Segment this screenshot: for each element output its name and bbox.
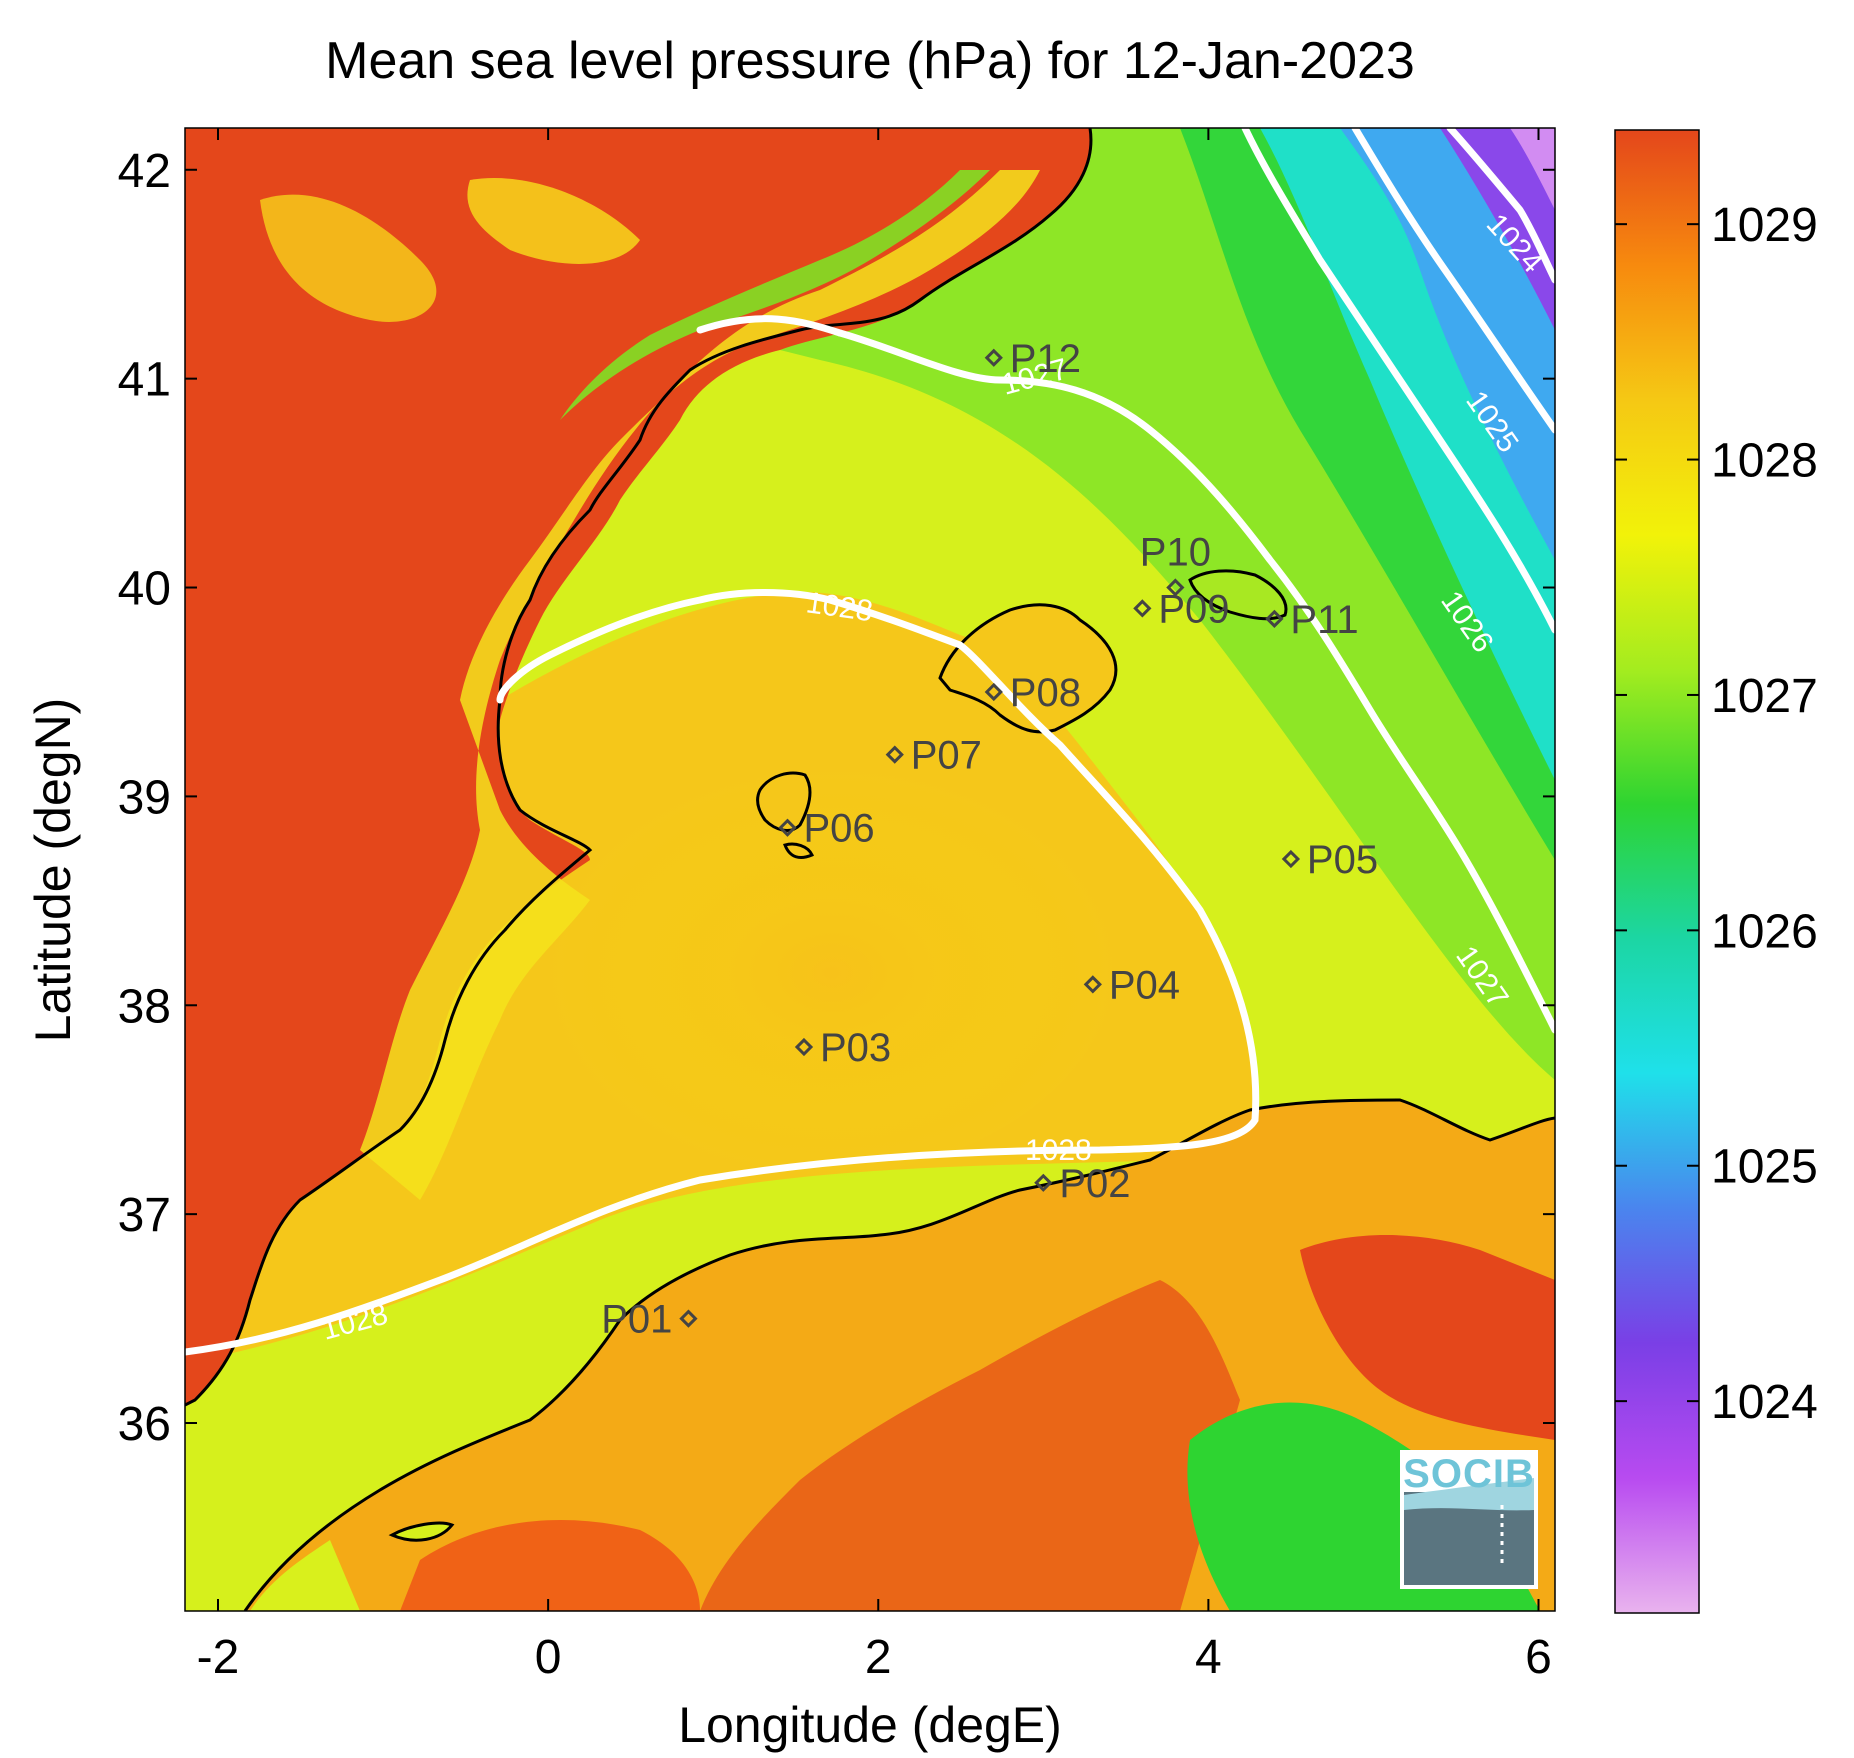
- colorbar-tick-label: 1027: [1711, 670, 1818, 723]
- station-markers: P01 P02 P03 P04 P05 P06 P07 P08 P09 P10 P11 P12: [601, 337, 1378, 1342]
- y-tick-label: 39: [118, 771, 171, 824]
- mallorca-island: [938, 603, 1118, 734]
- station-p07: P07: [885, 734, 982, 778]
- station-label: P12: [1010, 337, 1081, 381]
- contour-1027-north: [696, 315, 844, 337]
- station-p06: P06: [778, 807, 875, 851]
- logo-text: SOCIB: [1403, 1452, 1535, 1496]
- station-p09: P09: [1133, 587, 1230, 631]
- alboran-islet: [388, 1521, 455, 1542]
- blue-band: [1340, 128, 1555, 560]
- station-p04: P04: [1083, 963, 1180, 1007]
- x-tick-label: -2: [197, 1631, 240, 1684]
- map-plot-area: 1024 1025 1026 1027 1027 1027 1028 1028 …: [185, 128, 1555, 1611]
- x-tick-label: 6: [1525, 1631, 1552, 1684]
- station-label: P01: [601, 1298, 672, 1342]
- contour-1027-east: [836, 329, 1555, 1034]
- y-axis-title: Latitude (degN): [25, 698, 81, 1043]
- station-p11: P11: [1265, 598, 1359, 642]
- y-axis: 36 37 38 39 40 41 42: [118, 145, 1555, 1451]
- station-marker: [1083, 975, 1102, 994]
- contour-1024: [1446, 128, 1555, 284]
- station-marker: [984, 682, 1003, 702]
- x-axis-title: Longitude (degE): [678, 1697, 1062, 1753]
- purple-band: [1440, 128, 1555, 330]
- logo-wave: [1404, 1478, 1534, 1511]
- station-p01: P01: [601, 1298, 698, 1342]
- station-label: P04: [1109, 963, 1180, 1007]
- x-tick-label: 2: [865, 1631, 892, 1684]
- colorbar-scale: [1614, 129, 1700, 1614]
- station-marker: [1034, 1173, 1053, 1192]
- station-label: P07: [911, 734, 982, 778]
- iberia-green-fringe: [560, 170, 990, 420]
- station-label: P05: [1307, 838, 1378, 882]
- y-tick-label: 36: [118, 1398, 171, 1451]
- station-marker: [778, 818, 797, 837]
- formentera-island: [783, 842, 814, 859]
- station-label: P06: [803, 807, 874, 851]
- socib-logo: SOCIB: [1400, 1450, 1538, 1589]
- station-marker: [885, 745, 904, 764]
- station-p05: P05: [1281, 838, 1378, 882]
- plot-frame: [184, 127, 1556, 1612]
- colorbar-tick-label: 1026: [1711, 905, 1818, 958]
- contour-1026: [1241, 128, 1555, 634]
- colorbar-tick-label: 1024: [1711, 1376, 1818, 1429]
- colorbar-tick-label: 1029: [1711, 199, 1818, 252]
- y-tick-label: 40: [118, 563, 171, 616]
- colorbar-tick-label: 1025: [1711, 1141, 1818, 1194]
- station-marker: [1166, 578, 1185, 597]
- y-tick-label: 42: [118, 145, 171, 198]
- y-tick-label: 41: [118, 354, 171, 407]
- contour-1028: [185, 589, 1260, 1356]
- station-label: P10: [1140, 531, 1211, 575]
- station-label: P08: [1010, 671, 1081, 715]
- colorbar-tick-label: 1028: [1711, 435, 1818, 488]
- station-p02: P02: [1034, 1162, 1130, 1206]
- station-marker: [794, 1037, 814, 1057]
- africa-red-patch: [700, 1280, 1240, 1611]
- station-label: P11: [1290, 598, 1358, 642]
- contour-lines: [185, 128, 1555, 1356]
- station-p10: P10: [1140, 531, 1211, 597]
- africa-coastline: [243, 1098, 1555, 1611]
- sea-core-glow: [480, 720, 1120, 1180]
- station-p03: P03: [794, 1026, 891, 1070]
- x-axis: -2 0 2 4 6: [197, 128, 1552, 1684]
- station-marker: [1265, 609, 1284, 628]
- y-tick-label: 38: [118, 980, 171, 1033]
- station-marker: [1133, 599, 1152, 618]
- station-label: P03: [820, 1026, 891, 1070]
- station-marker: [984, 348, 1003, 367]
- ibiza-island: [756, 771, 812, 832]
- station-p12: P12: [984, 337, 1081, 381]
- colorbar: 1024 1025 1026 1027 1028 1029: [1614, 129, 1818, 1614]
- figure-title: Mean sea level pressure (hPa) for 12-Jan…: [325, 32, 1415, 90]
- station-label: P02: [1059, 1162, 1130, 1206]
- x-tick-label: 0: [535, 1631, 562, 1684]
- station-marker: [679, 1309, 698, 1328]
- station-marker: [1281, 849, 1301, 869]
- contour-label-1028-south: 1028: [1025, 1134, 1092, 1167]
- station-label: P09: [1158, 587, 1229, 631]
- africa-east-red: [1300, 1235, 1555, 1440]
- menorca-island: [1188, 569, 1288, 621]
- iberia-coast-fringe: [360, 170, 1040, 1200]
- contour-1025: [1351, 128, 1555, 434]
- y-tick-label: 37: [118, 1189, 171, 1242]
- colorbar-ticks: 1024 1025 1026 1027 1028 1029: [1615, 199, 1818, 1429]
- light-purple-band: [1510, 128, 1555, 210]
- x-tick-label: 4: [1195, 1631, 1222, 1684]
- station-p08: P08: [984, 671, 1081, 715]
